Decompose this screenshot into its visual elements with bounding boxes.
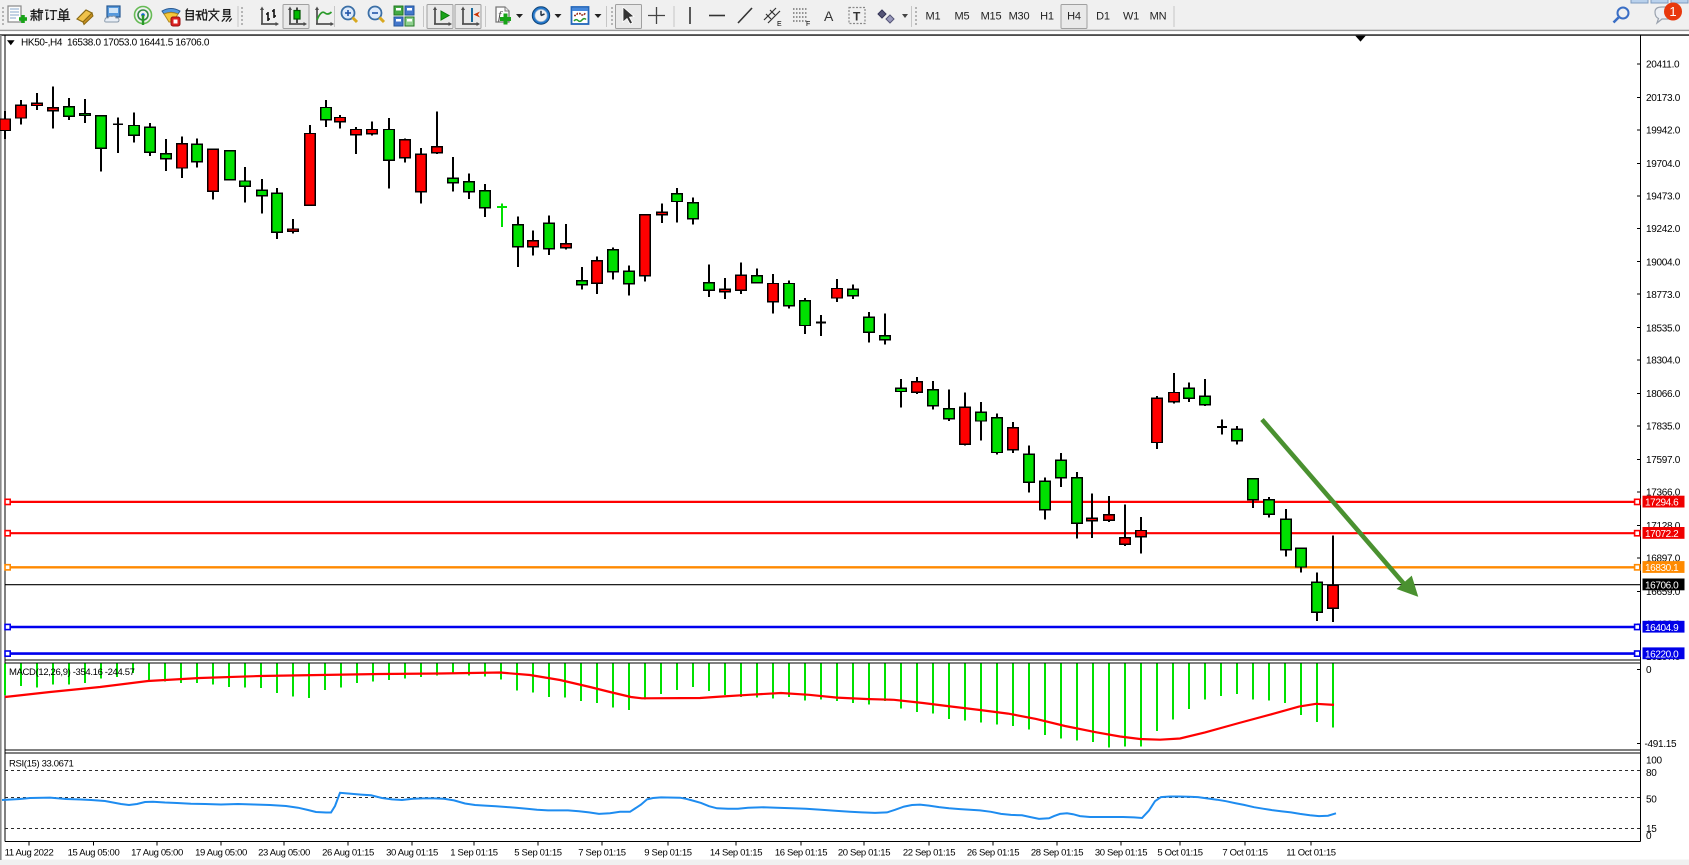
svg-text:-491.15: -491.15 xyxy=(1645,739,1678,750)
svg-text:T: T xyxy=(853,10,861,24)
svg-text:H4: H4 xyxy=(1067,11,1081,23)
svg-text:20411.0: 20411.0 xyxy=(1646,60,1680,71)
svg-text:19704.0: 19704.0 xyxy=(1646,159,1681,170)
svg-text:HK50-,H4 16538.0 17053.0 1644: HK50-,H4 16538.0 17053.0 16441.5 16706.0 xyxy=(21,38,210,49)
svg-text:17597.0: 17597.0 xyxy=(1646,455,1681,466)
svg-text:16 Sep 01:15: 16 Sep 01:15 xyxy=(775,847,827,858)
svg-text:11 Oct 01:15: 11 Oct 01:15 xyxy=(1286,847,1336,858)
svg-text:D1: D1 xyxy=(1096,11,1110,23)
svg-text:7 Oct 01:15: 7 Oct 01:15 xyxy=(1222,847,1267,858)
svg-text:20 Sep 01:15: 20 Sep 01:15 xyxy=(838,847,890,858)
svg-text:17835.0: 17835.0 xyxy=(1646,422,1681,433)
svg-text:1 Sep 01:15: 1 Sep 01:15 xyxy=(450,847,497,858)
svg-text:M5: M5 xyxy=(955,11,970,23)
svg-text:17366.0: 17366.0 xyxy=(1646,488,1681,499)
svg-text:M30: M30 xyxy=(1009,11,1030,23)
svg-text:17294.6: 17294.6 xyxy=(1645,498,1679,509)
svg-text:18304.0: 18304.0 xyxy=(1646,356,1681,367)
svg-text:1: 1 xyxy=(1669,4,1676,19)
svg-text:RSI(15) 33.0671: RSI(15) 33.0671 xyxy=(9,759,74,770)
svg-text:0: 0 xyxy=(1646,831,1652,842)
svg-text:15 Aug 05:00: 15 Aug 05:00 xyxy=(68,847,120,858)
svg-text:16659.0: 16659.0 xyxy=(1646,587,1681,598)
svg-text:17128.0: 17128.0 xyxy=(1646,521,1681,532)
svg-text:15: 15 xyxy=(1646,824,1657,835)
svg-text:MN: MN xyxy=(1150,11,1167,23)
svg-text:16220.0: 16220.0 xyxy=(1645,649,1679,660)
svg-text:16897.0: 16897.0 xyxy=(1646,554,1681,565)
svg-text:M1: M1 xyxy=(926,11,941,23)
svg-text:7 Sep 01:15: 7 Sep 01:15 xyxy=(578,847,625,858)
svg-text:f: f xyxy=(498,8,503,22)
svg-text:19473.0: 19473.0 xyxy=(1646,191,1681,202)
svg-text:100: 100 xyxy=(1646,755,1663,766)
svg-text:18773.0: 18773.0 xyxy=(1646,290,1681,301)
svg-text:22 Sep 01:15: 22 Sep 01:15 xyxy=(903,847,955,858)
svg-text:30 Sep 01:15: 30 Sep 01:15 xyxy=(1095,847,1147,858)
svg-text:F: F xyxy=(806,21,810,28)
svg-text:H1: H1 xyxy=(1040,11,1054,23)
svg-text:W1: W1 xyxy=(1123,11,1139,23)
svg-text:0: 0 xyxy=(1646,665,1652,676)
svg-text:19004.0: 19004.0 xyxy=(1646,257,1681,268)
svg-text:MACD(12,26,9) -354.16 -244.57: MACD(12,26,9) -354.16 -244.57 xyxy=(9,667,135,678)
svg-text:16830.1: 16830.1 xyxy=(1645,563,1679,574)
svg-text:16404.9: 16404.9 xyxy=(1645,623,1679,634)
svg-text:19242.0: 19242.0 xyxy=(1646,224,1681,235)
svg-text:9 Sep 01:15: 9 Sep 01:15 xyxy=(644,847,691,858)
svg-text:16706.0: 16706.0 xyxy=(1645,581,1679,592)
svg-text:80: 80 xyxy=(1646,768,1657,779)
svg-text:26 Aug 01:15: 26 Aug 01:15 xyxy=(322,847,374,858)
svg-text:18066.0: 18066.0 xyxy=(1646,389,1681,400)
svg-text:17 Aug 05:00: 17 Aug 05:00 xyxy=(131,847,183,858)
svg-text:28 Sep 01:15: 28 Sep 01:15 xyxy=(1031,847,1083,858)
svg-text:19 Aug 05:00: 19 Aug 05:00 xyxy=(195,847,247,858)
svg-text:26 Sep 01:15: 26 Sep 01:15 xyxy=(967,847,1019,858)
svg-text:17072.2: 17072.2 xyxy=(1645,529,1679,540)
svg-text:30 Aug 01:15: 30 Aug 01:15 xyxy=(386,847,438,858)
svg-text:11 Aug 2022: 11 Aug 2022 xyxy=(5,847,54,858)
svg-text:E: E xyxy=(777,21,782,28)
svg-text:18535.0: 18535.0 xyxy=(1646,323,1681,334)
svg-text:20173.0: 20173.0 xyxy=(1646,93,1681,104)
svg-text:14 Sep 01:15: 14 Sep 01:15 xyxy=(710,847,762,858)
svg-text:5 Sep 01:15: 5 Sep 01:15 xyxy=(514,847,561,858)
svg-text:M15: M15 xyxy=(981,11,1002,23)
svg-text:A: A xyxy=(824,8,834,24)
svg-text:23 Aug 05:00: 23 Aug 05:00 xyxy=(258,847,310,858)
svg-text:5 Oct 01:15: 5 Oct 01:15 xyxy=(1157,847,1202,858)
svg-text:50: 50 xyxy=(1646,794,1657,805)
svg-text:19942.0: 19942.0 xyxy=(1646,126,1681,137)
